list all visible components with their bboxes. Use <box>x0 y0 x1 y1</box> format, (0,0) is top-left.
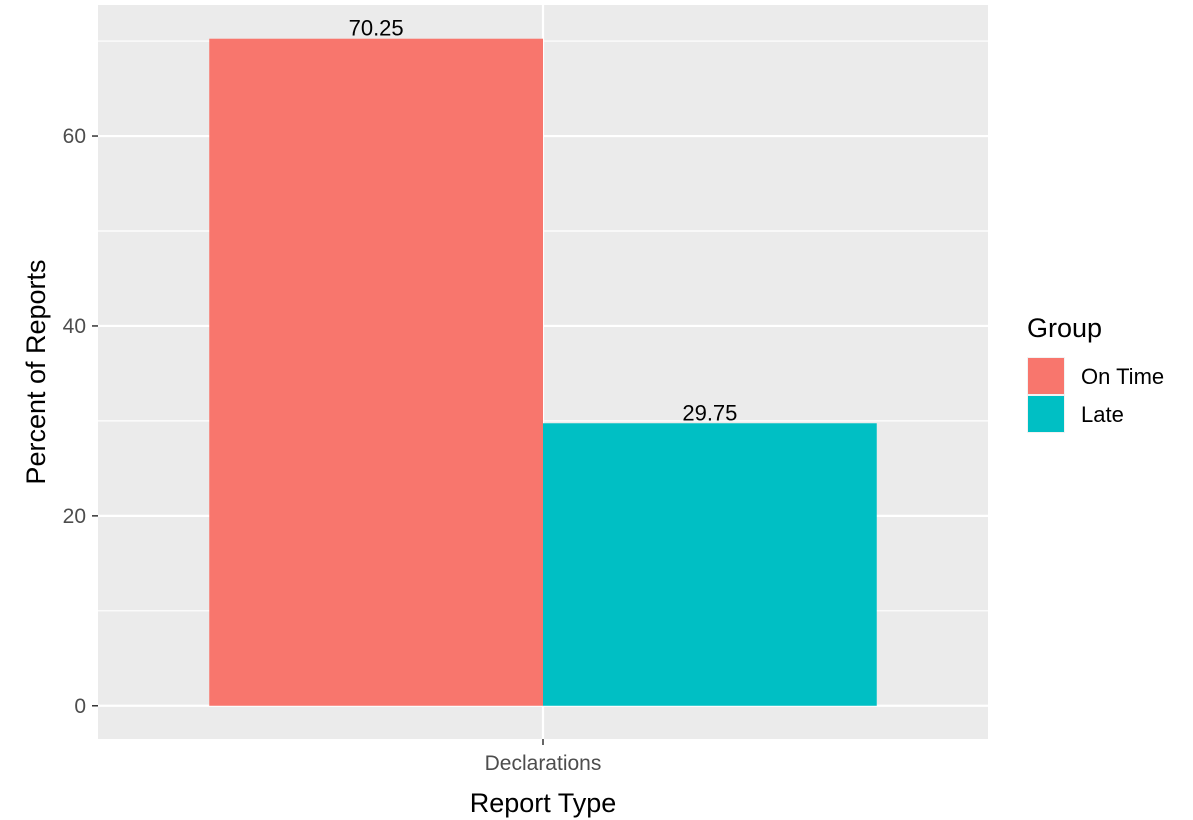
legend-title: Group <box>1027 313 1102 343</box>
legend: Group On Time Late <box>1027 313 1164 433</box>
legend-swatch-late <box>1028 396 1064 432</box>
y-axis-title: Percent of Reports <box>21 259 51 484</box>
legend-label-late: Late <box>1081 402 1124 427</box>
bar-late <box>543 423 877 706</box>
data-labels: 70.25 29.75 <box>349 16 738 426</box>
y-axis: 0 20 40 60 <box>63 125 98 718</box>
x-tick-label: Declarations <box>485 752 602 775</box>
y-tick-label: 0 <box>74 695 86 718</box>
data-label-on-time: 70.25 <box>349 16 404 41</box>
y-tick-label: 60 <box>63 125 86 148</box>
bars <box>209 38 877 706</box>
y-tick-label: 20 <box>63 505 86 528</box>
legend-swatch-on-time <box>1028 358 1064 394</box>
bar-on-time <box>209 38 543 706</box>
legend-label-on-time: On Time <box>1081 364 1164 389</box>
x-axis-title: Report Type <box>470 788 617 818</box>
x-axis: Declarations <box>485 739 602 775</box>
y-tick-label: 40 <box>63 315 86 338</box>
data-label-late: 29.75 <box>682 400 737 425</box>
